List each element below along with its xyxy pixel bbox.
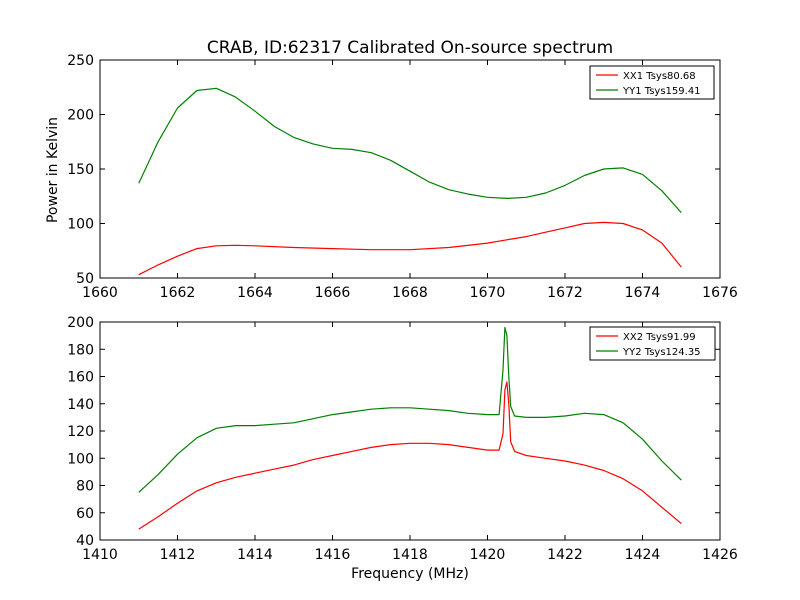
legend-label: YY2 Tsys124.35 [622, 347, 701, 358]
x-tick-top-label: 1660 [82, 285, 118, 301]
y-tick-bottom-label: 140 [67, 397, 94, 413]
legend-label: XX2 Tsys91.99 [623, 332, 696, 343]
series-line-1 [138, 381, 682, 530]
series-line-1 [138, 221, 682, 276]
series-line-2 [138, 87, 682, 213]
y-tick-bottom-label: 40 [76, 533, 94, 549]
x-tick-bottom-label: 1420 [470, 547, 506, 563]
x-tick-bottom-label: 1414 [237, 547, 273, 563]
legend-box [589, 65, 715, 100]
y-tick-bottom-label: 80 [76, 479, 94, 495]
x-axis-label: Frequency (MHz) [351, 566, 469, 582]
x-tick-top-label: 1672 [547, 285, 583, 301]
legend-label: YY1 Tsys159.41 [622, 86, 701, 97]
figure-title: CRAB, ID:62317 Calibrated On-source spec… [207, 38, 613, 58]
bottom-panel: 1410 1412 1414 1416 1418 1420 1422 1424 1426 40 60… [67, 315, 738, 563]
legend: XX1 Tsys80.68 YY1 Tsys159.41 [589, 65, 715, 100]
y-tick-bottom-label: 200 [67, 315, 94, 331]
y-tick-bottom-label: 120 [67, 424, 94, 440]
x-tick-bottom-label: 1410 [82, 547, 118, 563]
legend-label: XX1 Tsys80.68 [623, 71, 696, 82]
y-tick-top-label: 250 [67, 53, 94, 69]
x-tick-bottom-label: 1412 [160, 547, 196, 563]
y-tick-bottom-label: 180 [67, 342, 94, 358]
series-line-2 [138, 326, 682, 493]
y-tick-top-label: 100 [67, 217, 94, 233]
x-tick-top-label: 1662 [160, 285, 196, 301]
y-tick-top-label: 200 [67, 108, 94, 124]
x-tick-bottom-label: 1422 [547, 547, 583, 563]
x-tick-top-label: 1668 [392, 285, 428, 301]
x-tick-top-label: 1666 [315, 285, 351, 301]
y-tick-bottom-label: 160 [67, 370, 94, 386]
x-tick-bottom-label: 1424 [625, 547, 661, 563]
x-tick-top-label: 1670 [470, 285, 506, 301]
x-tick-bottom-label: 1418 [392, 547, 428, 563]
y-tick-top-label: 50 [76, 271, 94, 287]
x-tick-top-label: 1664 [237, 285, 273, 301]
y-tick-bottom-label: 60 [76, 506, 94, 522]
x-tick-top-label: 1674 [625, 285, 661, 301]
y-tick-top-label: 150 [67, 162, 94, 178]
legend-box [589, 326, 716, 361]
legend: XX2 Tsys91.99 YY2 Tsys124.35 [589, 326, 716, 361]
y-axis-label: Power in Kelvin [45, 117, 61, 223]
x-tick-top-label: 1676 [702, 285, 738, 301]
x-tick-bottom-label: 1416 [315, 547, 351, 563]
x-tick-bottom-label: 1426 [702, 547, 738, 563]
top-panel: 1660 1662 1664 1666 1668 1670 1672 1674 1676 50 10… [67, 53, 738, 301]
y-tick-bottom-label: 100 [67, 451, 94, 467]
